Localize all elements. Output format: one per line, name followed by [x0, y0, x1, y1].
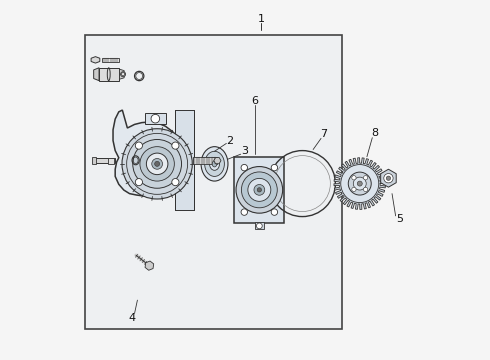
Circle shape [140, 147, 174, 181]
Circle shape [236, 167, 283, 213]
Circle shape [242, 172, 277, 208]
Circle shape [241, 209, 247, 215]
Polygon shape [94, 68, 99, 81]
Bar [234, 157, 285, 223]
Ellipse shape [201, 147, 228, 181]
Text: 2: 2 [226, 136, 233, 145]
Polygon shape [120, 69, 124, 79]
Circle shape [151, 114, 160, 123]
Ellipse shape [121, 72, 125, 77]
Polygon shape [91, 57, 100, 63]
Ellipse shape [212, 161, 217, 167]
Circle shape [147, 153, 168, 175]
Circle shape [254, 184, 265, 195]
Circle shape [155, 161, 160, 166]
Circle shape [257, 188, 262, 192]
Text: 3: 3 [241, 146, 248, 156]
Circle shape [152, 158, 163, 169]
Bar [145, 113, 166, 125]
Circle shape [256, 223, 262, 229]
Circle shape [135, 142, 143, 149]
Polygon shape [113, 110, 183, 196]
Circle shape [248, 179, 271, 201]
Polygon shape [334, 158, 386, 210]
Circle shape [364, 187, 368, 192]
Circle shape [172, 142, 179, 149]
Circle shape [271, 209, 278, 215]
Circle shape [172, 179, 179, 186]
Text: 1: 1 [258, 14, 265, 24]
Circle shape [352, 187, 356, 192]
Circle shape [341, 165, 379, 203]
Bar [255, 222, 264, 229]
Circle shape [352, 176, 356, 180]
Text: 5: 5 [396, 215, 403, 224]
Bar [99, 68, 120, 81]
Bar [193, 157, 218, 164]
Bar [92, 157, 96, 164]
Bar [175, 110, 194, 211]
Circle shape [353, 177, 366, 190]
Text: 7: 7 [319, 129, 327, 139]
Circle shape [348, 172, 371, 195]
Circle shape [364, 176, 368, 180]
Bar [85, 35, 342, 329]
Polygon shape [214, 158, 221, 164]
Circle shape [384, 174, 393, 183]
Circle shape [357, 181, 362, 186]
Bar [101, 58, 120, 62]
Circle shape [133, 139, 181, 188]
Polygon shape [145, 261, 154, 270]
Bar [93, 158, 115, 163]
Text: 6: 6 [251, 96, 259, 106]
Circle shape [135, 179, 143, 186]
Text: 8: 8 [371, 129, 378, 138]
Polygon shape [381, 169, 396, 187]
Text: 4: 4 [128, 313, 136, 323]
Circle shape [386, 176, 391, 180]
Circle shape [271, 165, 278, 171]
Ellipse shape [205, 151, 224, 176]
Circle shape [122, 129, 192, 199]
Circle shape [241, 165, 247, 171]
Bar [108, 158, 115, 163]
Ellipse shape [210, 157, 220, 170]
